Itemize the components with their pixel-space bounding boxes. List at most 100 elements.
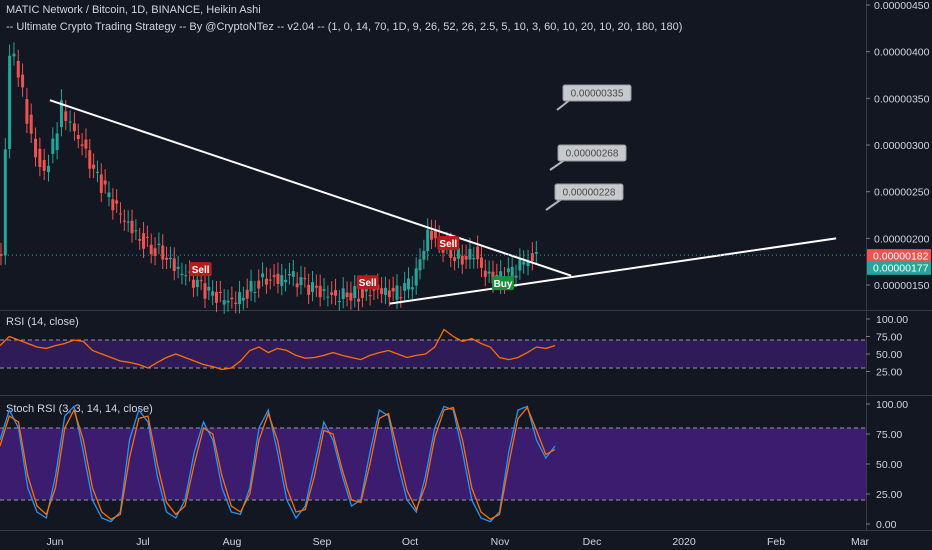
strategy-legend[interactable]: -- Ultimate Crypto Trading Strategy -- B…	[6, 21, 683, 33]
candle-body	[226, 300, 230, 303]
candle-body	[3, 149, 7, 256]
rsi-tick-label: 75.00	[876, 332, 902, 344]
sell-signal	[437, 236, 460, 250]
candle-body	[195, 279, 199, 288]
candle-body	[472, 258, 476, 260]
time-tick-label: Dec	[583, 536, 602, 548]
candle-body	[72, 123, 76, 132]
candle-body	[234, 302, 238, 304]
signal-label: Sell	[359, 278, 377, 289]
stoch-rsi-tick-label: 0.00	[876, 519, 897, 531]
price-tick-label: 0.00000300	[874, 140, 930, 152]
candle-body	[115, 200, 119, 204]
candle-body	[92, 164, 96, 169]
candle-body	[418, 259, 422, 271]
sell-signal	[189, 262, 212, 277]
candle-body	[399, 297, 403, 299]
candle-body	[311, 282, 314, 292]
candle-body	[291, 271, 295, 277]
candle-body	[272, 275, 276, 277]
candle-body	[476, 246, 480, 260]
chart-title: MATIC Network / Bitcoin, 1D, BINANCE, He…	[6, 4, 261, 16]
target-callout	[554, 183, 624, 201]
time-tick-label: Oct	[402, 536, 418, 548]
candle-body	[215, 292, 218, 303]
candle-body	[16, 60, 20, 78]
rsi-pane-title[interactable]: RSI (14, close)	[6, 316, 79, 328]
candle-body	[526, 261, 530, 267]
candle-body	[318, 285, 322, 298]
candle-body	[103, 180, 107, 185]
candle-body	[483, 270, 487, 277]
rsi-tick-label: 25.00	[876, 367, 902, 379]
candle-body	[257, 280, 261, 289]
candle-body	[495, 274, 499, 277]
candle-body	[453, 257, 457, 262]
candle-body	[145, 236, 149, 238]
buy-signal	[492, 276, 515, 291]
candle-body	[276, 273, 280, 284]
candle-body	[59, 100, 63, 128]
target-callout	[557, 144, 627, 162]
candle-body	[410, 287, 414, 290]
signal-label: Sell	[439, 239, 457, 250]
candle-body	[29, 114, 33, 134]
time-tick-label: 2020	[672, 536, 696, 548]
signal-label: Buy	[494, 279, 513, 290]
candle-body	[383, 287, 387, 295]
rsi-line-0	[0, 328, 556, 371]
candle-body	[464, 255, 468, 260]
price-tick-label: 0.00000400	[874, 47, 930, 59]
stoch-rsi-line-1	[0, 406, 556, 520]
target-callout	[562, 84, 632, 102]
candle-body	[122, 220, 126, 222]
candle-body	[153, 248, 157, 256]
candle-body	[430, 230, 434, 240]
candle-body	[211, 291, 215, 296]
price-tick-label: 0.00000200	[874, 233, 930, 245]
candle-body	[426, 229, 430, 252]
time-tick-label: Sep	[313, 536, 332, 548]
trendline	[49, 99, 572, 277]
candle-body	[199, 280, 203, 282]
rsi-tick-label: 50.00	[876, 349, 902, 361]
time-tick-label: Feb	[767, 536, 785, 548]
candle-body	[38, 148, 42, 167]
rsi-tick-label: 100.00	[876, 314, 908, 326]
target-callout-label: 0.00000268	[566, 149, 619, 160]
candle-body	[95, 171, 99, 173]
candle-body	[314, 285, 318, 288]
candle-body	[119, 213, 122, 215]
candle-body	[176, 266, 180, 269]
candle-body	[68, 121, 72, 123]
candle-body	[449, 243, 453, 258]
candle-body	[21, 74, 25, 88]
candle-body	[506, 268, 510, 273]
candle-body	[345, 292, 349, 298]
candle-body	[12, 53, 16, 57]
candle-body	[487, 271, 491, 274]
candle-body	[126, 221, 130, 223]
candle-body	[303, 278, 307, 280]
candles	[0, 42, 538, 314]
candle-body	[253, 291, 257, 293]
candle-body	[241, 297, 245, 301]
candle-body	[284, 279, 288, 283]
candle-body	[522, 261, 526, 265]
stoch-rsi-tick-label: 75.00	[876, 429, 902, 441]
candle-body	[157, 243, 161, 245]
candle-body	[76, 134, 80, 139]
candle-body	[88, 150, 92, 169]
candle-body	[518, 259, 522, 271]
candle-body	[264, 278, 268, 285]
candle-body	[414, 268, 418, 286]
candle-body	[422, 250, 426, 260]
candle-body	[111, 199, 115, 211]
candle-body	[534, 252, 538, 254]
candle-body	[407, 278, 410, 290]
stoch-rsi-pane-title[interactable]: Stoch RSI (3, 3, 14, 14, close)	[6, 403, 153, 415]
candle-body	[334, 289, 338, 296]
candle-body	[514, 275, 518, 278]
candle-body	[357, 298, 361, 302]
